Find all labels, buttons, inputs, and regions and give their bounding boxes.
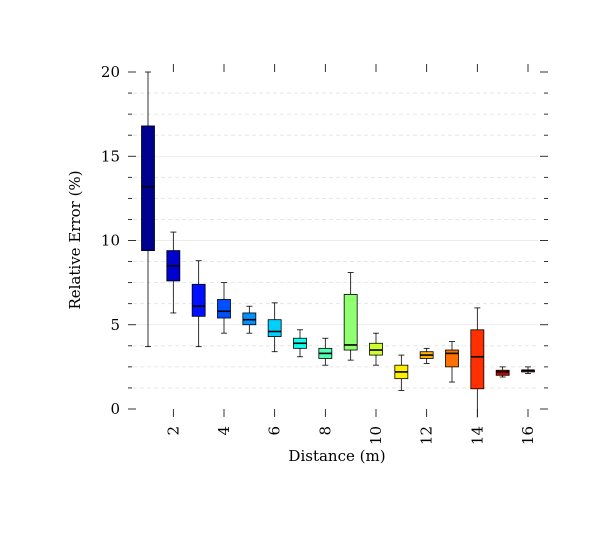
box-9 bbox=[343, 272, 358, 361]
box-body bbox=[141, 125, 155, 252]
box-16 bbox=[521, 366, 535, 375]
y-axis-title: Relative Error (%) bbox=[66, 170, 84, 309]
box-7 bbox=[293, 329, 307, 358]
box-body bbox=[191, 283, 206, 317]
box-11 bbox=[394, 354, 409, 391]
x-tick-label: 4 bbox=[215, 426, 233, 436]
box-5 bbox=[242, 305, 257, 334]
y-tick-label: 20 bbox=[101, 63, 120, 81]
x-tick-label: 14 bbox=[468, 426, 486, 445]
box-8 bbox=[318, 337, 333, 366]
box-12 bbox=[419, 347, 434, 364]
box-body bbox=[470, 329, 485, 390]
box-body bbox=[445, 349, 459, 368]
box-body bbox=[242, 312, 257, 326]
x-axis-title: Distance (m) bbox=[288, 447, 385, 465]
x-tick-label: 8 bbox=[316, 426, 334, 436]
box-13 bbox=[445, 341, 459, 383]
axis-ticks bbox=[128, 64, 548, 417]
box-4 bbox=[217, 282, 231, 334]
box-10 bbox=[369, 332, 383, 366]
tick-labels: 0 5 10 15 20 2 4 6 8 10 12 14 16 bbox=[101, 63, 537, 445]
box-14 bbox=[470, 307, 485, 418]
box-1 bbox=[141, 71, 155, 348]
y-tick-label: 10 bbox=[101, 232, 120, 250]
x-tick-label: 10 bbox=[367, 426, 385, 445]
box-body bbox=[369, 342, 383, 356]
box-6 bbox=[267, 302, 282, 353]
box-15 bbox=[495, 366, 510, 378]
box-2 bbox=[166, 231, 181, 314]
x-tick-label: 16 bbox=[519, 426, 537, 445]
y-tick-label: 15 bbox=[101, 147, 120, 165]
box-3 bbox=[191, 260, 206, 348]
box-body bbox=[267, 319, 282, 337]
box-body bbox=[343, 294, 358, 351]
x-tick-label: 2 bbox=[164, 426, 182, 436]
y-tick-label: 5 bbox=[110, 316, 120, 334]
y-tick-label: 0 bbox=[110, 400, 120, 418]
x-tick-label: 12 bbox=[418, 426, 436, 445]
boxes bbox=[141, 71, 535, 418]
x-tick-label: 6 bbox=[266, 426, 284, 436]
box-body bbox=[495, 369, 510, 376]
box-body bbox=[217, 299, 231, 319]
